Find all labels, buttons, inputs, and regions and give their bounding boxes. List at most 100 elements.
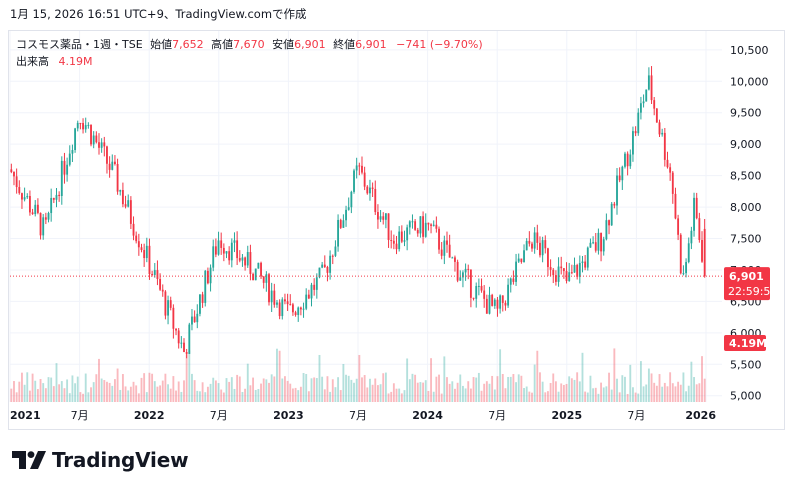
volume-bar bbox=[496, 376, 499, 402]
volume-bar bbox=[246, 363, 249, 402]
volume-bar bbox=[276, 348, 278, 402]
x-tick-label: 7月 bbox=[488, 409, 506, 422]
candle-body bbox=[408, 221, 411, 228]
volume-bar bbox=[645, 384, 648, 402]
candle-body bbox=[23, 197, 26, 200]
volume-bar bbox=[114, 379, 116, 402]
low-label: 安値 bbox=[272, 38, 295, 51]
candle-body bbox=[424, 222, 427, 237]
symbol-label[interactable]: コスモス薬品・1週・TSE bbox=[16, 38, 143, 51]
volume-bar bbox=[92, 382, 95, 402]
volume-bar bbox=[315, 378, 318, 402]
open-value: 7,652 bbox=[172, 38, 204, 51]
candle-body bbox=[515, 261, 517, 282]
candle-body bbox=[430, 224, 432, 226]
volume-bar bbox=[427, 390, 430, 402]
volume-bar bbox=[15, 392, 18, 402]
candle-body bbox=[238, 258, 241, 261]
candle-body bbox=[92, 135, 95, 145]
volume-bar bbox=[323, 389, 326, 402]
volume-bar bbox=[90, 387, 92, 402]
volume-bar bbox=[677, 381, 680, 402]
brand-name: TradingView bbox=[52, 448, 189, 472]
volume-bar bbox=[244, 388, 247, 402]
candle-body bbox=[18, 187, 21, 194]
volume-bar bbox=[135, 385, 138, 402]
candle-body bbox=[71, 150, 74, 154]
candle-body bbox=[55, 194, 58, 200]
candle-body bbox=[244, 257, 247, 266]
candle-body bbox=[462, 272, 464, 278]
candle-body bbox=[286, 301, 289, 305]
volume-bar bbox=[552, 373, 555, 402]
candle-body bbox=[642, 101, 645, 104]
volume-bar bbox=[379, 384, 382, 402]
candle-body bbox=[137, 241, 140, 248]
candle-body bbox=[398, 231, 401, 250]
y-tick-label: 10,000 bbox=[730, 75, 769, 88]
candle-body bbox=[610, 203, 613, 226]
candle-body bbox=[411, 221, 414, 223]
volume-bar bbox=[416, 382, 419, 402]
candle-body bbox=[331, 255, 334, 257]
countdown-value: 22:59:56 bbox=[728, 285, 777, 298]
candle-body bbox=[291, 304, 294, 313]
candle-body bbox=[613, 203, 616, 206]
tradingview-logo[interactable]: TradingView bbox=[12, 448, 189, 472]
volume-bar bbox=[469, 388, 472, 402]
volume-bar bbox=[172, 376, 175, 402]
tradingview-logo-icon bbox=[12, 451, 46, 469]
candle-body bbox=[347, 207, 350, 210]
volume-bar bbox=[358, 354, 361, 402]
candle-body bbox=[658, 122, 661, 135]
volume-bar bbox=[98, 358, 100, 402]
x-tick-label: 2021 bbox=[10, 409, 41, 422]
candle-body bbox=[82, 123, 84, 130]
candle-body bbox=[164, 291, 167, 316]
volume-bar bbox=[132, 381, 135, 402]
candle-body bbox=[225, 251, 228, 254]
candle-body bbox=[212, 246, 215, 268]
candle-body bbox=[151, 273, 154, 275]
volume-bar bbox=[76, 376, 79, 402]
volume-bar bbox=[480, 390, 483, 402]
open-label: 始値 bbox=[150, 38, 173, 51]
volume-bar bbox=[531, 392, 533, 402]
volume-bar bbox=[167, 384, 169, 402]
candle-body bbox=[353, 170, 355, 192]
candle-body bbox=[84, 125, 87, 130]
volume-bar bbox=[50, 377, 53, 402]
volume-bar bbox=[262, 378, 265, 402]
volume-bar bbox=[544, 392, 547, 402]
candle-body bbox=[669, 167, 672, 173]
volume-bar bbox=[573, 379, 576, 402]
candle-body bbox=[106, 146, 108, 164]
volume-bar bbox=[68, 393, 71, 402]
candle-body bbox=[42, 217, 45, 236]
candle-body bbox=[504, 302, 507, 306]
volume-bar bbox=[23, 384, 26, 402]
candle-body bbox=[387, 213, 390, 240]
candle-body bbox=[260, 262, 262, 277]
volume-bar bbox=[422, 382, 425, 402]
candle-body bbox=[435, 224, 438, 229]
volume-bar bbox=[568, 376, 571, 402]
candle-body bbox=[594, 242, 597, 251]
candle-body bbox=[477, 285, 480, 287]
volume-bar bbox=[196, 390, 199, 402]
candle-body bbox=[265, 274, 268, 283]
volume-bar bbox=[438, 374, 440, 402]
candle-body bbox=[313, 284, 316, 290]
volume-bar bbox=[592, 388, 595, 402]
candle-body bbox=[608, 220, 610, 226]
candle-body bbox=[103, 142, 106, 147]
candle-body bbox=[451, 257, 454, 259]
volume-bar bbox=[467, 381, 470, 402]
candle-body bbox=[472, 297, 475, 299]
volume-bar bbox=[254, 389, 257, 402]
volume-bar bbox=[589, 375, 592, 402]
candle-body bbox=[363, 172, 366, 187]
volume-bar bbox=[164, 373, 167, 402]
volume-bar bbox=[140, 377, 143, 402]
